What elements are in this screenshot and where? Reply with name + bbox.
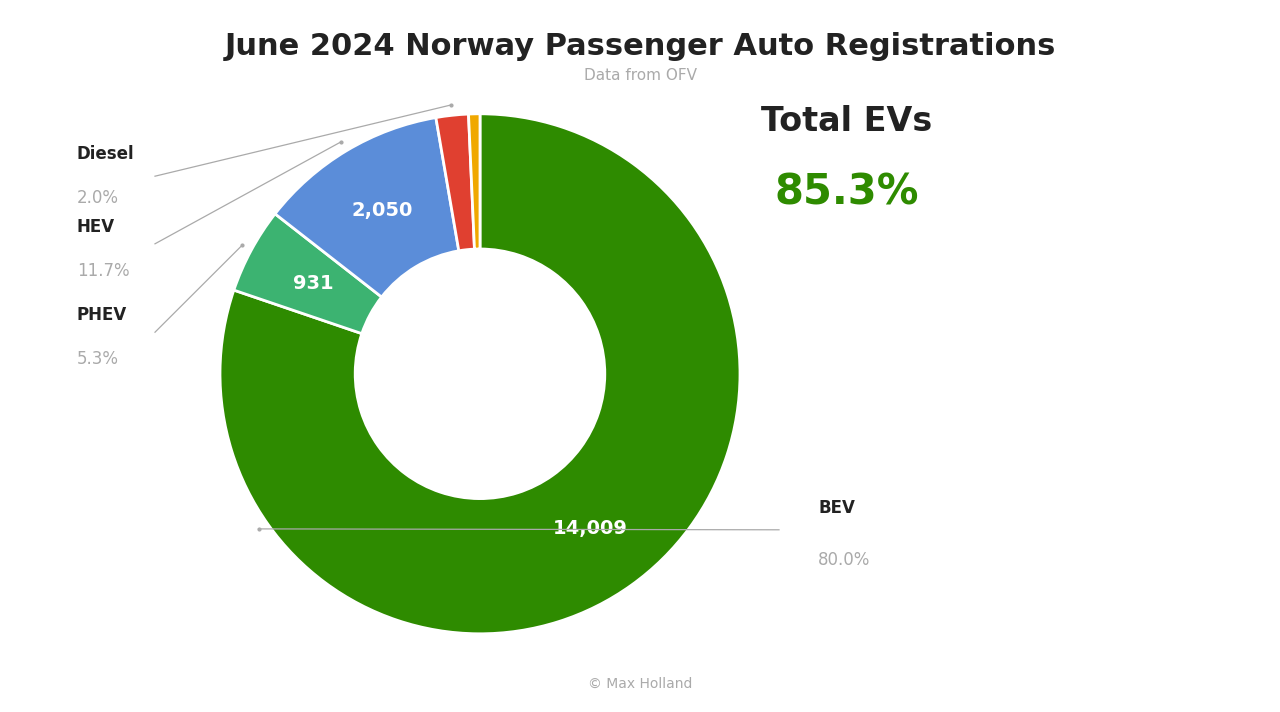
Text: 931: 931: [293, 274, 333, 293]
Wedge shape: [468, 114, 480, 249]
Text: BEV: BEV: [818, 499, 855, 517]
Wedge shape: [234, 214, 381, 334]
Text: 5.3%: 5.3%: [77, 350, 119, 368]
Text: 85.3%: 85.3%: [774, 172, 919, 213]
Text: 14,009: 14,009: [553, 518, 628, 538]
Text: 2.0%: 2.0%: [77, 189, 119, 207]
Text: Diesel: Diesel: [77, 145, 134, 163]
Wedge shape: [220, 114, 740, 634]
Text: PHEV: PHEV: [77, 306, 127, 325]
Text: 80.0%: 80.0%: [818, 550, 870, 569]
Text: © Max Holland: © Max Holland: [588, 676, 692, 691]
Wedge shape: [436, 114, 475, 251]
Text: Total EVs: Total EVs: [760, 105, 932, 137]
Text: 2,050: 2,050: [352, 201, 413, 221]
Wedge shape: [275, 117, 458, 297]
Text: 11.7%: 11.7%: [77, 262, 129, 280]
Text: Data from OFV: Data from OFV: [584, 68, 696, 83]
Text: June 2024 Norway Passenger Auto Registrations: June 2024 Norway Passenger Auto Registra…: [224, 32, 1056, 61]
Text: HEV: HEV: [77, 218, 115, 236]
